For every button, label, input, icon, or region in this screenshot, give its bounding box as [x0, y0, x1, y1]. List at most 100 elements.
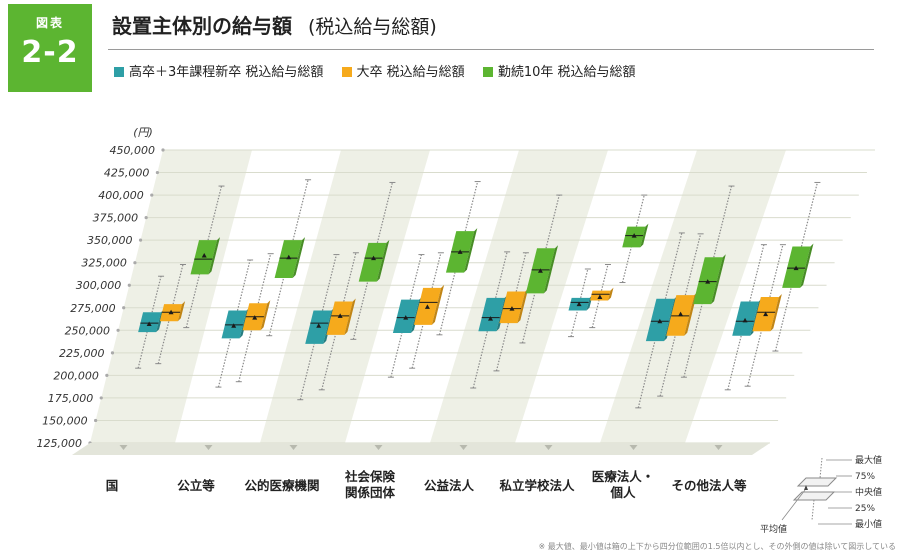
- y-tick-dot: [161, 148, 165, 152]
- box-side: [431, 284, 445, 325]
- title-sub: (税込給与総額): [308, 16, 437, 38]
- y-tick-label: 325,000: [81, 257, 127, 270]
- floor-marker: [714, 445, 723, 450]
- whisker-upper: [236, 259, 251, 311]
- y-tick-dot: [110, 351, 115, 355]
- floor-marker: [374, 445, 383, 450]
- whisker-upper: [321, 254, 338, 311]
- category-label-line: 個人: [609, 485, 636, 500]
- key-label-median: 中央値: [855, 486, 882, 498]
- whisker-upper: [257, 253, 272, 304]
- category-label-line: 公立等: [177, 478, 215, 493]
- whisker-lower: [411, 324, 424, 369]
- whisker-lower: [472, 331, 488, 389]
- category-label: 公益法人: [424, 478, 475, 493]
- mean-marker: [231, 323, 237, 328]
- whisker-upper: [749, 244, 765, 302]
- mean-marker: [316, 323, 322, 328]
- category-label-line: 公的医療機関: [244, 478, 319, 493]
- key-box-top: [796, 477, 838, 487]
- whisker-upper: [376, 182, 393, 244]
- y-tick-label: 225,000: [59, 347, 105, 360]
- mean-marker: [201, 252, 207, 258]
- legend-swatch: [482, 67, 493, 77]
- y-tick-label: 425,000: [104, 167, 150, 180]
- mean-marker: [252, 315, 258, 320]
- box-side: [770, 293, 782, 332]
- box-side: [800, 243, 814, 288]
- whisker-lower: [495, 322, 509, 372]
- y-tick-dot: [105, 373, 109, 377]
- y-tick-dot: [94, 418, 98, 423]
- key-label-min: 最小値: [855, 518, 882, 530]
- whisker-upper: [207, 185, 223, 241]
- title-divider: [108, 49, 874, 50]
- whisker-upper: [464, 181, 479, 232]
- y-tick-dot: [155, 170, 159, 175]
- box-side: [376, 239, 390, 282]
- legend-label: 高卒＋3年課程新卒 税込給与総額: [129, 65, 324, 80]
- category-label-line: 関係団体: [345, 485, 396, 500]
- key-label-q1: 25%: [855, 504, 875, 514]
- category-label: 公的医療機関: [244, 478, 319, 493]
- box-side: [640, 223, 649, 248]
- key-mean-leader: [781, 489, 806, 521]
- whisker-lower: [570, 310, 579, 337]
- whisker-lower: [637, 340, 656, 408]
- mean-marker: [168, 309, 174, 315]
- category-label: その他法人等: [671, 478, 747, 493]
- whisker-lower: [591, 300, 600, 328]
- box-side: [711, 254, 726, 305]
- legend-swatch: [341, 67, 352, 77]
- whisker-lower: [321, 334, 337, 390]
- y-unit-label: (円): [133, 126, 153, 139]
- whisker-lower: [268, 277, 285, 336]
- legend-label: 勤続10年 税込給与総額: [497, 65, 636, 80]
- whisker-upper: [495, 251, 508, 298]
- y-tick-label: 175,000: [48, 392, 94, 405]
- y-tick-label: 250,000: [65, 324, 111, 337]
- whisker-upper: [515, 252, 527, 292]
- legend-item: 高卒＋3年課程新卒 税込給与総額: [114, 61, 323, 80]
- y-tick-dot: [116, 328, 120, 332]
- y-tick-dot: [127, 283, 131, 287]
- figure-label: 図表: [35, 16, 64, 30]
- whisker-upper: [600, 264, 609, 291]
- whisker-lower: [185, 274, 201, 328]
- box-side: [517, 288, 529, 324]
- category-label-line: 私立学校法人: [498, 478, 575, 493]
- category-band: [260, 150, 430, 443]
- chart-floor: [72, 443, 770, 455]
- whisker-lower: [774, 287, 792, 352]
- mean-marker: [742, 317, 748, 323]
- whisker-upper: [545, 194, 560, 249]
- key-mean-marker: [804, 485, 808, 490]
- floor-marker: [119, 445, 128, 450]
- y-tick-label: 400,000: [98, 189, 144, 202]
- category-label-line: その他法人等: [671, 478, 747, 493]
- category-label-line: 社会保険: [344, 469, 396, 484]
- whisker-lower: [621, 247, 632, 283]
- whisker-lower: [390, 332, 403, 378]
- box-side: [292, 237, 306, 279]
- y-tick-label: 300,000: [76, 279, 122, 292]
- legend-swatch: [114, 67, 124, 77]
- y-tick-dot: [138, 238, 143, 242]
- floor-marker: [544, 445, 553, 450]
- y-tick-label: 200,000: [53, 369, 99, 382]
- y-tick-dot: [133, 261, 137, 265]
- whisker-upper: [800, 182, 818, 247]
- box-side: [607, 287, 614, 301]
- mean-marker: [371, 255, 377, 261]
- category-label: 私立学校法人: [498, 478, 575, 493]
- whisker-upper: [343, 252, 357, 302]
- whisker-upper: [713, 185, 733, 258]
- whisker-upper: [635, 194, 645, 227]
- y-tick-label: 450,000: [110, 144, 156, 157]
- whisker-upper: [292, 179, 309, 241]
- whisker-lower: [521, 293, 536, 344]
- mean-marker: [631, 233, 637, 238]
- whisker-lower: [352, 281, 369, 340]
- whisker-upper: [431, 252, 442, 289]
- whisker-lower: [438, 272, 456, 335]
